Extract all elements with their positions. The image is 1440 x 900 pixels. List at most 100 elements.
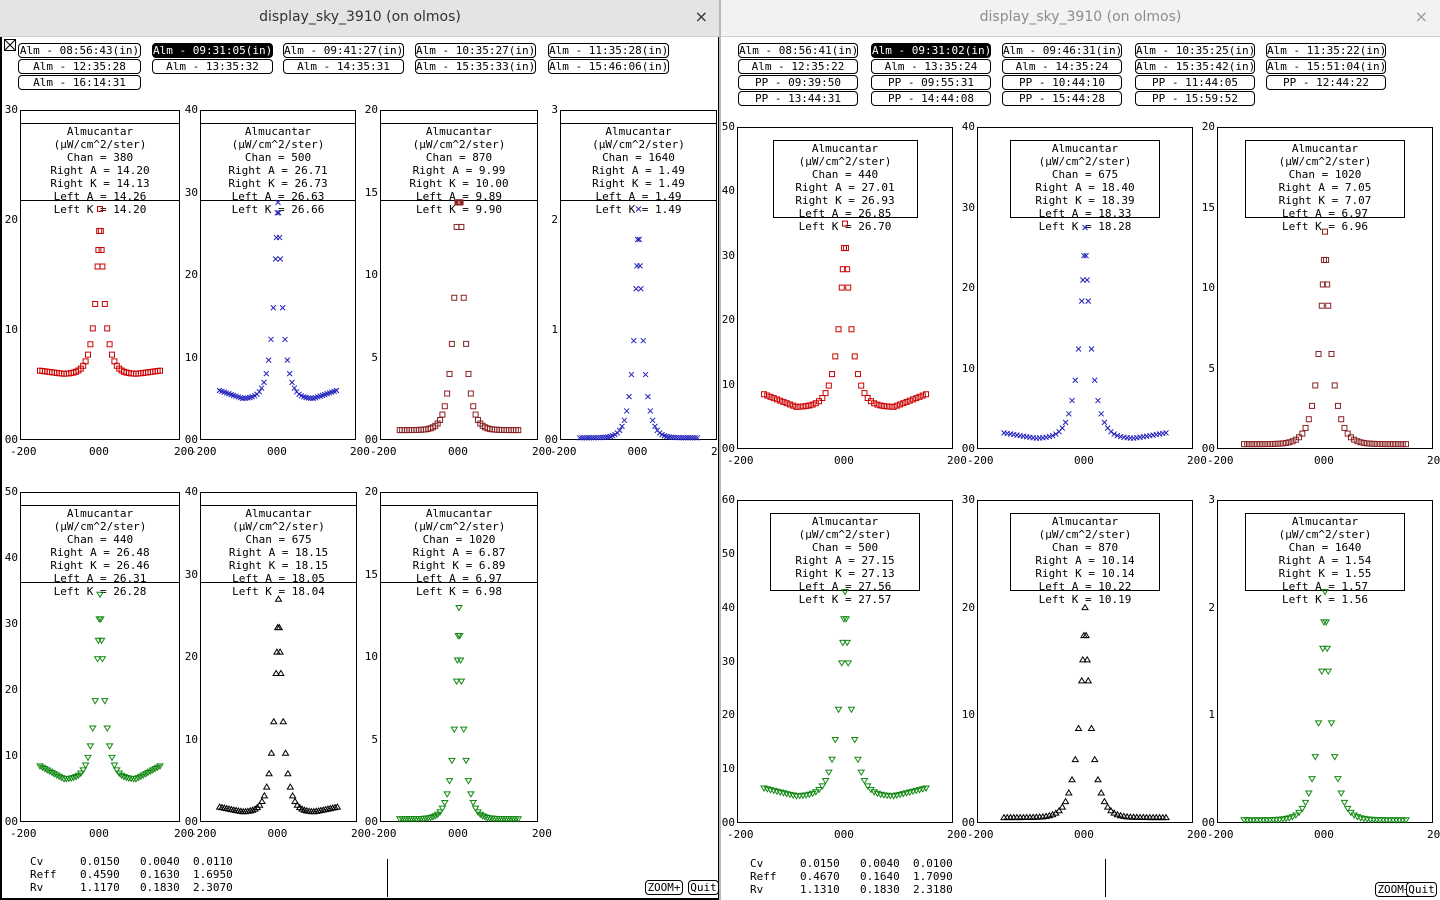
data-point [1101,419,1108,426]
data-point [270,304,277,311]
data-point [1331,382,1338,389]
scan-button[interactable]: Alm - 09:31:05(in) [152,43,273,58]
scan-button[interactable]: Alm - 11:35:22(in) [1266,43,1387,58]
data-point [912,787,921,795]
x-tick-label: 200 [174,445,194,458]
scan-button[interactable]: PP - 15:44:28 [1002,91,1122,106]
stats-v1: 0.4590 [80,868,120,881]
data-point [1304,790,1313,797]
data-point [450,726,459,734]
box-value: Right A = 1.54 [1278,554,1372,567]
scan-button[interactable]: PP - 11:44:05 [1135,75,1255,90]
data-point [652,423,658,430]
scan-button[interactable]: Alm - 13:35:32 [152,59,273,74]
scan-button[interactable]: Alm - 12:35:28 [18,59,141,74]
scan-button[interactable]: PP - 15:59:52 [1135,91,1255,106]
data-point [438,805,447,813]
scan-button[interactable]: Alm - 09:31:02(in) [871,43,992,58]
box-value: Right A = 1.49 [592,164,685,177]
data-point [242,395,249,402]
scan-button[interactable]: Alm - 11:35:28(in) [548,43,669,58]
scan-button[interactable]: Alm - 15:46:06(in) [548,59,669,74]
box-value: Left A = 26.85 [798,207,892,220]
data-point [1334,776,1342,783]
data-point [905,789,914,796]
data-point [467,390,474,397]
scan-button[interactable]: Alm - 15:35:42(in) [1135,59,1256,74]
scan-button[interactable]: PP - 12:44:22 [1266,75,1386,90]
box-title: Almucantar (µW/cm^2/ster) [231,125,325,151]
data-point [1103,803,1112,810]
box-value: Left A = 14.26 [53,190,147,203]
scan-button[interactable]: PP - 09:39:50 [738,75,858,90]
scan-button[interactable]: Alm - 10:35:27(in) [415,43,536,58]
data-point [96,616,105,623]
scan-button[interactable]: PP - 14:44:08 [871,91,991,106]
scan-button[interactable]: Alm - 08:56:43(in) [18,43,141,58]
box-title: Almucantar (µW/cm^2/ster) [1278,142,1372,168]
close-icon[interactable]: × [694,7,708,26]
close-icon[interactable]: × [1414,7,1428,26]
data-point [1383,441,1390,448]
data-point [583,434,590,441]
scan-button[interactable]: Alm - 12:35:22 [738,59,858,74]
box-value: Left A = 1.57 [1281,580,1369,593]
scan-button[interactable]: Alm - 15:51:04(in) [1266,59,1387,74]
right-window-titlebar[interactable]: display_sky_3910 (on olmos) × [721,0,1440,37]
scan-button[interactable]: Alm - 09:41:27(in) [283,43,404,58]
data-point [1049,432,1056,439]
data-point [1312,382,1319,389]
scan-button[interactable]: Alm - 16:14:31 [18,75,141,90]
data-point [1309,402,1316,409]
scan-button[interactable]: PP - 09:55:31 [871,75,991,90]
scan-button[interactable]: Alm - 08:56:41(in) [738,43,859,58]
box-value: Left K = 18.28 [1038,220,1132,233]
info-box: Almucantar (µW/cm^2/ster) Chan = 675 Right… [1010,140,1160,233]
scan-button[interactable]: Alm - 10:35:25(in) [1135,43,1256,58]
box-value: Left A = 1.49 [595,190,682,203]
data-point [892,792,901,800]
y-tick-label: 30 [4,103,18,116]
quit-button[interactable]: Quit [1406,882,1437,897]
x-tick-label: 200 [174,827,194,840]
data-point [903,398,910,405]
data-point [1257,441,1264,448]
scatter-plot [395,605,523,823]
y-tick-label: 30 [184,567,198,581]
data-point [1390,441,1397,448]
close-box-icon[interactable] [4,39,16,51]
y-tick-label: 20 [184,268,198,281]
left-window-titlebar[interactable]: display_sky_3910 (on olmos) × [0,0,720,37]
scatter-plot [37,206,163,377]
plot-frame [380,110,538,440]
zoom-button[interactable]: ZOOM+ [1375,882,1413,897]
data-point [444,390,451,397]
scatter-plot [761,220,929,410]
data-point [1323,645,1332,653]
data-point [1071,755,1080,763]
data-point [825,382,832,389]
y-tick-label: 15 [1201,200,1215,214]
data-point [1094,775,1102,783]
box-value: Right K = 18.15 [228,559,329,572]
data-point [1273,440,1280,447]
scan-button[interactable]: PP - 13:44:31 [738,91,858,106]
y-tick-label: 50 [721,120,735,133]
y-tick-label: 00 [961,816,975,829]
scan-button[interactable]: Alm - 14:35:24 [1002,59,1122,74]
data-point [847,706,856,714]
zoom-button[interactable]: ZOOM+ [645,880,683,895]
scan-button[interactable]: Alm - 09:46:31(in) [1002,43,1123,58]
data-point [1097,789,1106,796]
quit-button[interactable]: Quit [688,880,719,895]
data-point [576,434,583,441]
y-tick-label: 20 [364,103,378,116]
data-point [1078,655,1087,663]
box-value: Left A = 9.89 [415,190,503,203]
scan-button[interactable]: Alm - 13:35:24 [871,59,991,74]
scan-button[interactable]: Alm - 15:35:33(in) [415,59,536,74]
scan-button[interactable]: PP - 10:44:10 [1002,75,1122,90]
data-point [1286,439,1293,446]
scan-button[interactable]: Alm - 14:35:31 [283,59,404,74]
data-point [274,209,281,216]
